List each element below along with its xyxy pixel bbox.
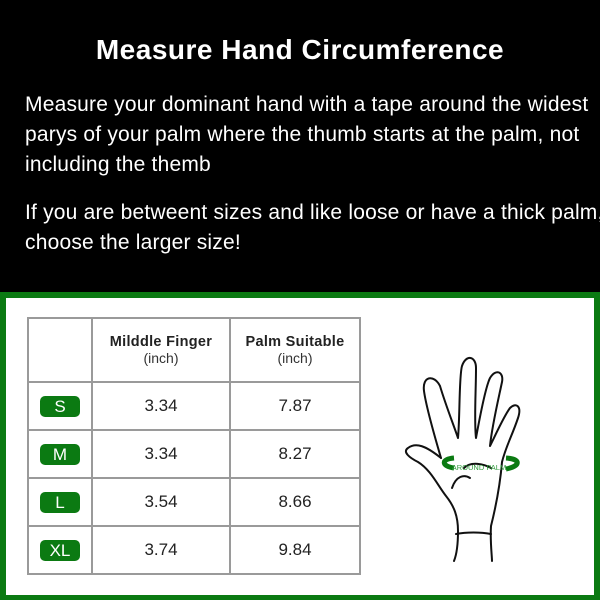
palm-cell: 8.27 bbox=[229, 429, 361, 479]
palm-cell: 9.84 bbox=[229, 525, 361, 575]
around-palm-label: AROUND PALM bbox=[452, 463, 506, 472]
palm-cell: 7.87 bbox=[229, 381, 361, 431]
header-label: Palm Suitable bbox=[245, 334, 345, 350]
table-header-row: Milddle Finger (inch) Palm Suitable (inc… bbox=[27, 317, 361, 383]
finger-cell: 3.34 bbox=[91, 429, 231, 479]
header-palm-suitable: Palm Suitable (inch) bbox=[229, 317, 361, 383]
size-chart-inner: Milddle Finger (inch) Palm Suitable (inc… bbox=[6, 298, 594, 595]
table-row: M 3.34 8.27 bbox=[27, 429, 361, 479]
size-cell: XL bbox=[27, 525, 93, 575]
sizing-tip-text: If you are betweent sizes and like loose… bbox=[25, 201, 600, 254]
size-table: Milddle Finger (inch) Palm Suitable (inc… bbox=[27, 317, 361, 575]
header-empty-cell bbox=[27, 317, 93, 383]
table-row: L 3.54 8.66 bbox=[27, 477, 361, 527]
size-badge: L bbox=[40, 491, 80, 513]
page-title: Measure Hand Circumference bbox=[95, 34, 505, 65]
instruction-text: Measure your dominant hand with a tape a… bbox=[25, 93, 589, 176]
size-badge: XL bbox=[40, 539, 80, 561]
hand-illustration-icon: AROUND PALM bbox=[404, 357, 521, 562]
header-unit: (inch) bbox=[277, 350, 313, 366]
table-row: S 3.34 7.87 bbox=[27, 381, 361, 431]
header-middle-finger: Milddle Finger (inch) bbox=[91, 317, 231, 383]
size-cell: S bbox=[27, 381, 93, 431]
finger-cell: 3.74 bbox=[91, 525, 231, 575]
finger-cell: 3.34 bbox=[91, 381, 231, 431]
size-cell: M bbox=[27, 429, 93, 479]
palm-cell: 8.66 bbox=[229, 477, 361, 527]
header-label: Milddle Finger bbox=[109, 334, 213, 350]
table-row: XL 3.74 9.84 bbox=[27, 525, 361, 575]
finger-cell: 3.54 bbox=[91, 477, 231, 527]
header-unit: (inch) bbox=[143, 350, 179, 366]
size-badge: M bbox=[40, 443, 80, 465]
size-cell: L bbox=[27, 477, 93, 527]
size-badge: S bbox=[40, 395, 80, 417]
size-chart-panel: Milddle Finger (inch) Palm Suitable (inc… bbox=[0, 292, 600, 600]
